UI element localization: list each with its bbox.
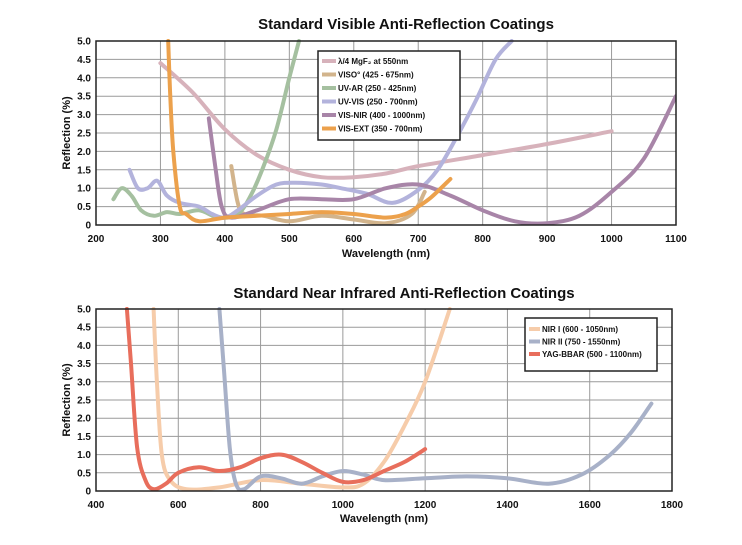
series-line-6: [166, 39, 453, 224]
legend-label: VIS-EXT (350 - 700nm): [338, 125, 423, 134]
x-axis-label: Wavelength (nm): [342, 248, 431, 260]
legend-label: UV-VIS (250 - 700nm): [338, 98, 418, 107]
x-tick-label: 300: [152, 234, 169, 245]
y-tick-label: 1.5: [77, 165, 91, 176]
chart-title: Standard Visible Anti-Reflection Coating…: [258, 16, 554, 33]
x-tick-label: 1000: [600, 234, 623, 245]
y-tick-label: 2.0: [77, 147, 91, 158]
x-tick-label: 1000: [332, 500, 355, 511]
series-line-1: [158, 61, 614, 180]
x-tick-label: 700: [410, 234, 427, 245]
series-line-3: [111, 39, 301, 220]
y-tick-label: 3.0: [77, 110, 91, 121]
chart-title: Standard Near Infrared Anti-Reflection C…: [233, 285, 574, 302]
y-tick-label: 3.5: [77, 359, 91, 370]
legend-label: YAG-BBAR (500 - 1100nm): [542, 350, 642, 359]
x-tick-label: 1800: [661, 500, 684, 511]
series-line-3: [124, 307, 428, 491]
y-tick-label: 4.0: [77, 341, 91, 352]
x-tick-label: 500: [281, 234, 298, 245]
y-tick-label: 3.0: [77, 377, 91, 388]
x-tick-label: 1100: [665, 234, 687, 245]
y-tick-label: 4.5: [77, 55, 91, 66]
plot-frame: [95, 308, 673, 492]
chart-1: Standard Visible Anti-Reflection Coating…: [61, 16, 687, 260]
legend-label: NIR II (750 - 1550nm): [542, 338, 621, 347]
x-tick-label: 600: [345, 234, 362, 245]
y-axis-label: Reflection (%): [61, 363, 73, 437]
y-tick-label: 1.5: [77, 432, 91, 443]
x-tick-label: 800: [474, 234, 491, 245]
x-tick-label: 200: [88, 234, 105, 245]
legend-label: NIR I (600 - 1050nm): [542, 325, 618, 334]
legend-label: VISO° (425 - 675nm): [338, 71, 414, 80]
legend-label: VIS-NIR (400 - 1000nm): [338, 111, 425, 120]
x-tick-label: 900: [539, 234, 556, 245]
y-tick-label: 0.5: [77, 468, 91, 479]
x-tick-label: 600: [170, 500, 187, 511]
y-tick-label: 0.5: [77, 202, 91, 213]
series-line-1: [151, 307, 452, 491]
x-tick-label: 800: [252, 500, 269, 511]
y-axis-label: Reflection (%): [61, 96, 73, 170]
x-tick-label: 1600: [579, 500, 602, 511]
legend-box: [317, 50, 461, 141]
series-line-4: [127, 39, 514, 220]
y-tick-label: 1.0: [77, 450, 91, 461]
series-line-2: [217, 307, 654, 491]
legend-label: λ/4 MgF₂ at 550nm: [338, 57, 408, 66]
y-tick-label: 2.5: [77, 396, 91, 407]
y-tick-label: 4.5: [77, 323, 91, 334]
x-tick-label: 1200: [414, 500, 437, 511]
x-axis-label: Wavelength (nm): [340, 513, 429, 525]
y-tick-label: 5.0: [77, 37, 91, 48]
x-tick-label: 400: [88, 500, 105, 511]
chart-2: Standard Near Infrared Anti-Reflection C…: [61, 285, 684, 525]
y-tick-label: 0: [85, 221, 91, 232]
legend: λ/4 MgF₂ at 550nm VISO° (425 - 675nm) UV-A…: [317, 50, 461, 141]
series-group: [124, 307, 654, 491]
x-tick-label: 400: [217, 234, 234, 245]
y-tick-label: 3.5: [77, 92, 91, 103]
y-tick-label: 5.0: [77, 305, 91, 316]
plot-frame: [95, 40, 677, 226]
y-tick-label: 4.0: [77, 73, 91, 84]
y-tick-label: 0: [85, 487, 91, 498]
series-group: [111, 39, 676, 225]
x-tick-label: 1400: [496, 500, 519, 511]
legend-label: UV-AR (250 - 425nm): [338, 84, 417, 93]
legend: NIR I (600 - 1050nm) NIR II (750 - 1550nm…: [524, 317, 658, 372]
y-tick-label: 2.0: [77, 414, 91, 425]
y-tick-label: 1.0: [77, 184, 91, 195]
legend-box: [524, 317, 658, 372]
y-tick-label: 2.5: [77, 129, 91, 140]
